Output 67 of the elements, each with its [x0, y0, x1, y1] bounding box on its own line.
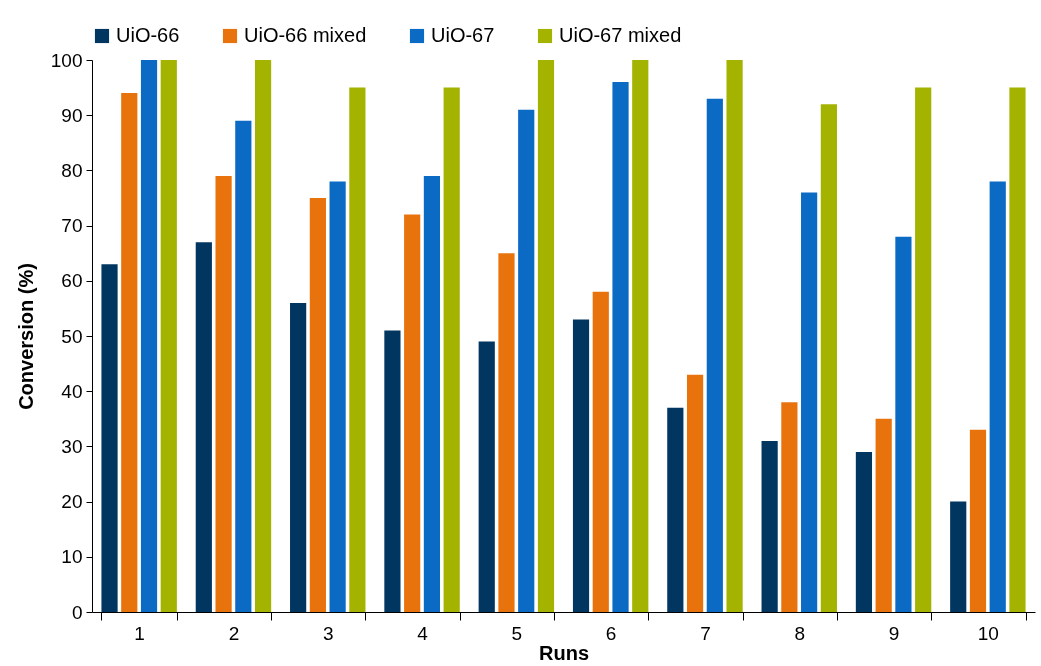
- bar: [706, 98, 723, 612]
- y-tick-label: 0: [71, 601, 83, 623]
- bar: [478, 341, 495, 612]
- bar: [423, 175, 441, 612]
- bar: [572, 319, 590, 612]
- y-tick-label: 100: [50, 49, 83, 71]
- bar: [498, 253, 515, 612]
- bar: [215, 175, 232, 612]
- bar: [895, 236, 912, 612]
- x-tick-label: 10: [977, 622, 999, 644]
- y-axis-title: Conversion (%): [14, 263, 37, 410]
- y-tick-label: 90: [61, 104, 83, 126]
- bar: [349, 87, 366, 612]
- bar: [140, 60, 158, 612]
- y-tick-label: 30: [61, 435, 83, 457]
- x-tick-label: 1: [134, 622, 145, 644]
- bar: [101, 264, 118, 612]
- bar: [443, 87, 460, 612]
- bar: [855, 451, 873, 612]
- bar: [537, 60, 555, 612]
- bar: [404, 214, 421, 612]
- bar: [781, 402, 798, 612]
- y-tick-label: 40: [61, 380, 83, 402]
- y-tick-label: 10: [61, 546, 83, 568]
- bar: [235, 120, 252, 612]
- x-axis-title: Runs: [539, 641, 589, 664]
- bar: [195, 242, 212, 612]
- bar: [989, 181, 1006, 612]
- bar: [686, 374, 704, 612]
- bar: [1009, 87, 1026, 612]
- y-tick-label: 70: [61, 215, 83, 237]
- bar: [290, 302, 307, 612]
- bar: [950, 501, 967, 612]
- legend-label: UiO-66 mixed: [244, 24, 367, 46]
- bar: [726, 60, 743, 612]
- bar: [384, 330, 401, 612]
- legend-label: UiO-67: [431, 24, 495, 46]
- x-tick-label: 3: [322, 622, 334, 644]
- bar: [121, 93, 138, 612]
- bar: [329, 181, 346, 612]
- bar: [667, 407, 684, 612]
- x-tick-label: 9: [888, 622, 900, 644]
- x-tick-label: 5: [511, 622, 523, 644]
- bar: [592, 291, 609, 612]
- bar: [761, 440, 778, 612]
- x-tick-label: 4: [417, 622, 429, 644]
- x-tick-label: 6: [605, 622, 617, 644]
- bar: [969, 429, 987, 612]
- bar: [254, 60, 272, 612]
- x-tick-label: 8: [794, 622, 806, 644]
- y-tick-label: 80: [61, 159, 83, 181]
- legend-label: UiO-67 mixed: [559, 24, 682, 46]
- bar: [875, 418, 892, 612]
- bar: [309, 198, 326, 612]
- y-tick-label: 50: [61, 325, 83, 347]
- x-tick-label: 2: [228, 622, 240, 644]
- y-tick-label: 20: [61, 491, 83, 513]
- y-tick-label: 60: [61, 270, 83, 292]
- bar: [518, 109, 535, 612]
- bar: [801, 192, 818, 612]
- x-tick-label: 7: [700, 622, 711, 644]
- bar: [632, 60, 649, 612]
- bar: [160, 60, 177, 612]
- legend-label: UiO-66: [116, 24, 180, 46]
- bar: [612, 82, 629, 612]
- bar: [915, 87, 932, 612]
- bar: [820, 104, 837, 612]
